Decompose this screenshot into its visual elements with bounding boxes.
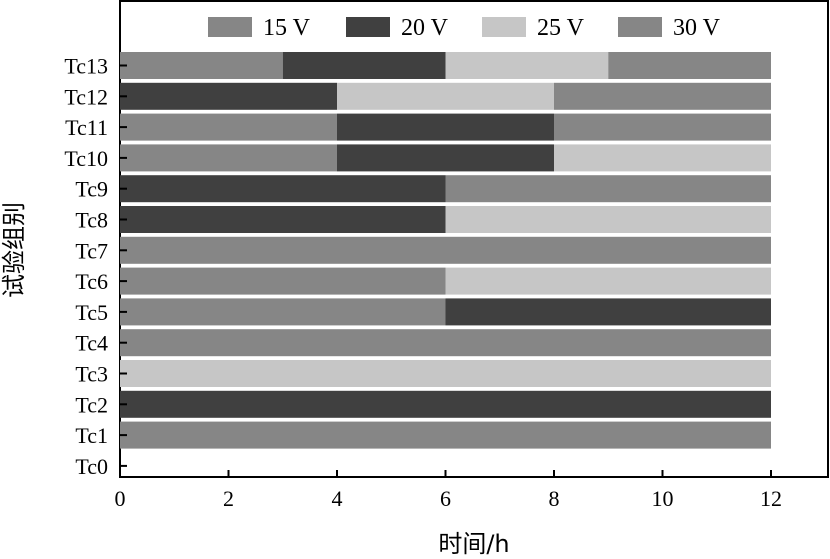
bar-tc11-30v: [554, 113, 771, 141]
y-tick-label-tc8: Tc8: [75, 208, 108, 233]
bar-tc5-15v: [120, 298, 446, 326]
legend-label-1: 15 V: [263, 15, 311, 41]
bar-tc10-15v: [120, 144, 337, 172]
bar-tc8-20v: [120, 206, 446, 233]
bar-tc9-20v: [120, 175, 446, 203]
x-tick-label-0: 0: [115, 486, 126, 511]
legend-swatch-4: [618, 17, 662, 37]
y-tick-label-tc0: Tc0: [75, 454, 108, 479]
bar-tc12-30v: [554, 82, 771, 110]
legend-label-2: 20 V: [401, 15, 449, 41]
bar-tc3-25v: [120, 360, 771, 387]
legend: 15 V 20 V 25 V 30 V: [208, 15, 721, 41]
bar-tc12-20v: [120, 82, 337, 110]
bar-tc11-15v: [120, 113, 337, 141]
y-tick-label-tc4: Tc4: [75, 331, 108, 356]
bar-tc10-20v: [337, 144, 554, 172]
bar-tc4-30v: [120, 329, 771, 357]
bar-tc7-30v: [445, 236, 771, 264]
bar-tc6-15v: [120, 267, 446, 295]
y-tick-label-tc11: Tc11: [65, 115, 108, 140]
x-tick-label-4: 4: [332, 486, 343, 511]
y-tick-label-tc2: Tc2: [75, 392, 108, 417]
y-tick-label-tc10: Tc10: [64, 146, 108, 171]
x-tick-label-12: 12: [760, 486, 782, 511]
bar-tc6-25v: [445, 267, 771, 295]
bar-tc7-15v: [120, 236, 446, 264]
y-tick-layer: Tc0 Tc1 Tc2 Tc3 Tc4 Tc5 Tc6 Tc7 Tc8 Tc9 Tc10 Tc11 Tc…: [64, 54, 127, 479]
y-tick-label-tc1: Tc1: [75, 423, 108, 448]
bar-tc11-20v: [337, 113, 554, 141]
bar-tc13-25v: [445, 52, 609, 79]
bar-tc5-20v: [445, 298, 771, 326]
legend-swatch-3: [482, 17, 526, 37]
y-tick-label-tc9: Tc9: [75, 177, 108, 202]
y-axis-title: 试验组别: [0, 202, 28, 298]
y-tick-label-tc5: Tc5: [75, 300, 108, 325]
bar-tc1-15v: [120, 421, 771, 449]
bar-tc8-25v: [445, 206, 771, 233]
y-tick-label-tc3: Tc3: [75, 362, 108, 387]
bar-tc9-30v: [445, 175, 771, 203]
y-tick-label-tc7: Tc7: [75, 238, 108, 263]
bar-tc13-20v: [282, 52, 446, 79]
y-tick-label-tc6: Tc6: [75, 269, 108, 294]
legend-swatch-2: [346, 17, 390, 37]
bar-tc2-20v: [120, 390, 771, 418]
bars-layer: [120, 52, 771, 449]
x-axis-title: 时间/h: [438, 530, 509, 558]
legend-label-4: 30 V: [673, 15, 721, 41]
x-tick-label-6: 6: [440, 486, 451, 511]
bar-tc10-25v: [554, 144, 771, 172]
y-tick-label-tc13: Tc13: [64, 54, 108, 79]
x-tick-label-10: 10: [652, 486, 674, 511]
x-tick-label-8: 8: [549, 486, 560, 511]
x-tick-layer: 0 2 4 6 8 10 12: [115, 470, 782, 511]
bar-tc13-30v: [608, 52, 771, 79]
bar-tc13-15v: [120, 52, 283, 79]
x-tick-label-2: 2: [223, 486, 234, 511]
legend-swatch-1: [208, 17, 252, 37]
legend-label-3: 25 V: [537, 15, 585, 41]
y-tick-label-tc12: Tc12: [64, 84, 108, 109]
bar-tc12-25v: [337, 82, 554, 110]
